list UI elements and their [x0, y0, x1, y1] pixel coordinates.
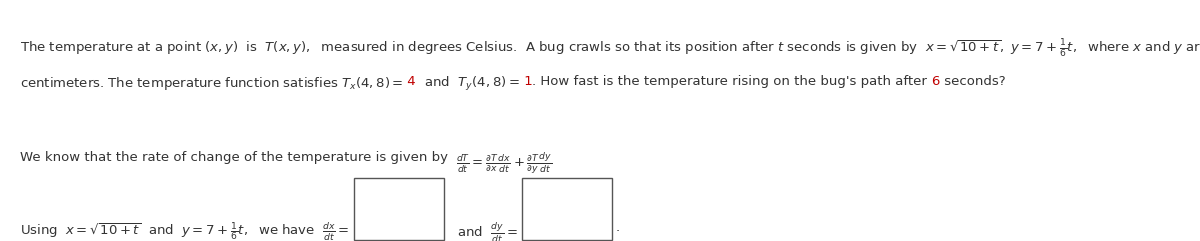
- Text: 1: 1: [520, 75, 533, 88]
- Text: $\frac{dT}{dt} = \frac{\partial T}{\partial x}\frac{dx}{dt} + \frac{\partial T}{: $\frac{dT}{dt} = \frac{\partial T}{\part…: [456, 151, 553, 176]
- Text: seconds?: seconds?: [940, 75, 1006, 88]
- FancyBboxPatch shape: [522, 178, 612, 240]
- Text: . How fast is the temperature rising on the bug's path after: . How fast is the temperature rising on …: [533, 75, 931, 88]
- Text: Step 1: Step 1: [10, 109, 55, 122]
- Text: Using  $x = \sqrt{10+t}$  and  $y = 7 + \frac{1}{6}t,$  we have  $\frac{dx}{dt} : Using $x = \sqrt{10+t}$ and $y = 7 + \fr…: [19, 221, 349, 241]
- Text: We know that the rate of change of the temperature is given by: We know that the rate of change of the t…: [19, 151, 456, 164]
- Text: and  $T_y(4, 8) = $: and $T_y(4, 8) = $: [415, 75, 520, 93]
- Text: The temperature at a point $(x, y)$  is  $T(x, y),$  measured in degrees Celsius: The temperature at a point $(x, y)$ is $…: [19, 38, 1200, 60]
- Text: Tutorial Exercise: Tutorial Exercise: [10, 8, 126, 21]
- Text: and  $\frac{dy}{dt} = $: and $\frac{dy}{dt} = $: [449, 221, 517, 241]
- Text: centimeters. The temperature function satisfies $T_x(4, 8) = $: centimeters. The temperature function sa…: [19, 75, 403, 92]
- Text: 6: 6: [931, 75, 940, 88]
- Text: .: .: [616, 221, 619, 234]
- Text: 4: 4: [403, 75, 415, 88]
- FancyBboxPatch shape: [354, 178, 444, 240]
